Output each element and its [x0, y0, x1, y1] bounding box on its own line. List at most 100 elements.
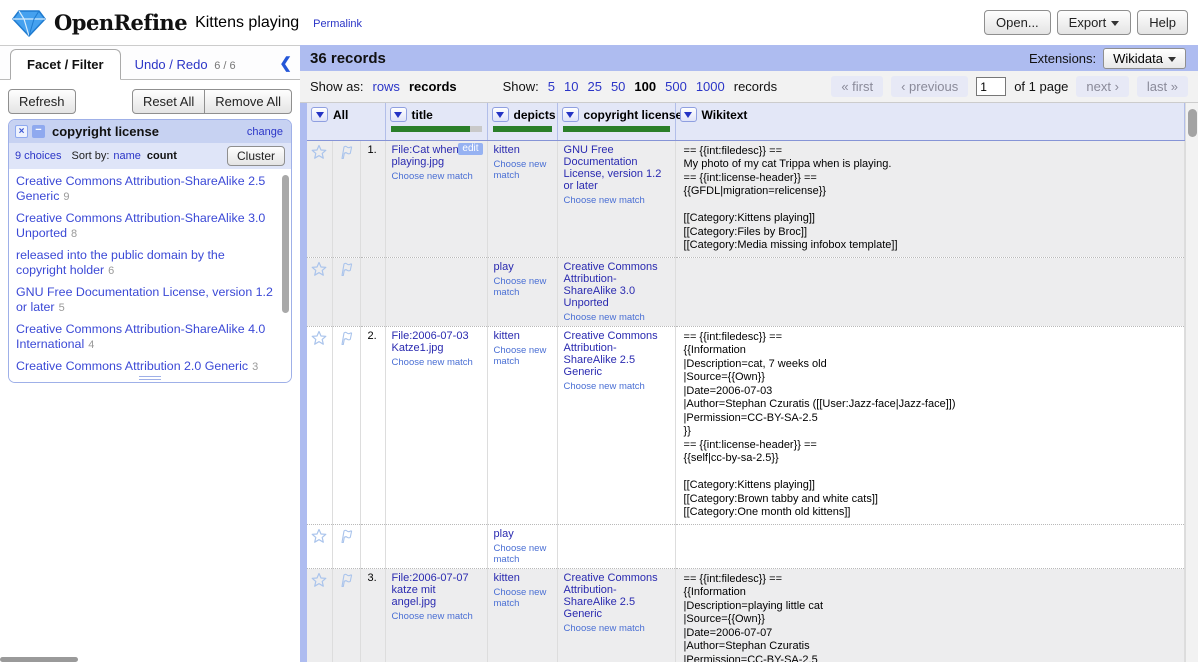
flag-cell[interactable]: [332, 567, 361, 662]
choices-count-link[interactable]: 9 choices: [15, 150, 62, 162]
cell-value-link[interactable]: kitten: [493, 571, 520, 584]
page-size-10[interactable]: 10: [564, 79, 579, 94]
first-page-button[interactable]: « first: [831, 76, 884, 97]
license-cell[interactable]: Creative Commons Attribution-ShareAlike …: [557, 256, 676, 326]
next-page-button[interactable]: next ›: [1076, 76, 1129, 97]
star-icon[interactable]: [311, 330, 327, 346]
facet-choice[interactable]: Creative Commons Attribution-ShareAlike …: [9, 319, 291, 356]
license-cell[interactable]: Creative Commons Attribution-ShareAlike …: [557, 325, 676, 524]
wikidata-extension-button[interactable]: Wikidata: [1103, 47, 1186, 69]
project-title[interactable]: Kittens playing: [195, 13, 300, 31]
star-icon[interactable]: [311, 261, 327, 277]
cell-value-link[interactable]: Creative Commons Attribution-ShareAlike …: [563, 571, 658, 620]
choose-new-match-link[interactable]: Choose new match: [391, 356, 473, 368]
facet-choice-label[interactable]: Creative Commons Attribution-ShareAlike …: [16, 174, 266, 203]
cell-value-link[interactable]: GNU Free Documentation License, version …: [563, 143, 662, 192]
page-size-5[interactable]: 5: [547, 79, 556, 94]
refresh-button[interactable]: Refresh: [8, 89, 76, 114]
wikitext-cell[interactable]: == {{int:filedesc}} == {{Information |De…: [675, 567, 1185, 662]
star-cell[interactable]: [307, 523, 333, 568]
last-page-button[interactable]: last »: [1136, 76, 1188, 97]
close-facet-icon[interactable]: ×: [15, 125, 28, 138]
sidebar-horizontal-scrollbar[interactable]: [0, 657, 78, 662]
reset-all-button[interactable]: Reset All: [131, 89, 206, 114]
title-cell[interactable]: File:Cat when playing.jpg edit Choose ne…: [385, 140, 488, 257]
depicts-column-menu-button[interactable]: [491, 107, 509, 122]
wikitext-cell[interactable]: [675, 523, 1185, 568]
star-icon[interactable]: [311, 144, 327, 160]
show-as-records-selected[interactable]: records: [408, 79, 457, 94]
permalink-link[interactable]: Permalink: [313, 18, 363, 30]
cell-value-link[interactable]: kitten: [493, 329, 520, 342]
wikitext-cell[interactable]: == {{int:filedesc}} == My photo of my ca…: [675, 140, 1185, 257]
remove-all-button[interactable]: Remove All: [204, 89, 292, 114]
title-cell[interactable]: File:2006-07-07 katze mit angel.jpg Choo…: [385, 567, 488, 662]
star-cell[interactable]: [307, 567, 333, 662]
facet-choice[interactable]: Creative Commons Attribution 2.0 Generic…: [9, 356, 291, 373]
flag-cell[interactable]: [332, 140, 361, 257]
depicts-cell[interactable]: play Choose new match: [487, 523, 558, 568]
facet-choice[interactable]: GNU Free Documentation License, version …: [9, 282, 291, 319]
cell-value-link[interactable]: File:2006-07-03 Katze1.jpg: [391, 329, 469, 354]
title-cell[interactable]: [385, 256, 488, 326]
flag-icon[interactable]: [338, 261, 354, 277]
facet-choice-label[interactable]: Creative Commons Attribution-ShareAlike …: [16, 211, 266, 240]
vertical-scrollbar[interactable]: [1185, 103, 1198, 662]
cell-value-link[interactable]: Creative Commons Attribution-ShareAlike …: [563, 260, 658, 309]
edit-cell-button[interactable]: edit: [458, 142, 483, 155]
choose-new-match-link[interactable]: Choose new match: [493, 275, 547, 298]
facet-resize-handle[interactable]: [9, 373, 291, 382]
tab-facet-filter[interactable]: Facet / Filter: [10, 49, 121, 80]
facet-choice-label[interactable]: Creative Commons Attribution-ShareAlike …: [16, 322, 266, 351]
export-button[interactable]: Export: [1056, 10, 1132, 35]
show-as-rows-link[interactable]: rows: [372, 79, 400, 94]
cell-value-link[interactable]: play: [493, 260, 514, 273]
page-size-500[interactable]: 500: [665, 79, 687, 94]
minimize-facet-icon[interactable]: −: [32, 125, 45, 138]
page-size-100-selected[interactable]: 100: [634, 79, 657, 94]
license-cell[interactable]: GNU Free Documentation License, version …: [557, 140, 676, 257]
facet-choice[interactable]: released into the public domain by the c…: [9, 245, 291, 282]
star-cell[interactable]: [307, 256, 333, 326]
choose-new-match-link[interactable]: Choose new match: [493, 344, 547, 367]
wikitext-cell[interactable]: [675, 256, 1185, 326]
collapse-panel-icon[interactable]: ❮: [279, 55, 292, 72]
choose-new-match-link[interactable]: Choose new match: [563, 311, 645, 323]
previous-page-button[interactable]: ‹ previous: [891, 76, 969, 97]
choose-new-match-link[interactable]: Choose new match: [563, 622, 645, 634]
page-size-1000[interactable]: 1000: [695, 79, 725, 94]
depicts-cell[interactable]: kitten Choose new match: [487, 140, 558, 257]
facet-choice-label[interactable]: GNU Free Documentation License, version …: [16, 285, 273, 314]
flag-cell[interactable]: [332, 523, 361, 568]
open-button[interactable]: Open...: [984, 10, 1051, 35]
cell-value-link[interactable]: play: [493, 527, 514, 540]
flag-icon[interactable]: [338, 572, 354, 588]
choose-new-match-link[interactable]: Choose new match: [391, 170, 473, 182]
flag-cell[interactable]: [332, 256, 361, 326]
choose-new-match-link[interactable]: Choose new match: [563, 194, 645, 206]
license-cell[interactable]: [557, 523, 676, 568]
facet-scrollbar[interactable]: [282, 175, 289, 313]
all-column-menu-button[interactable]: [311, 107, 328, 122]
flag-icon[interactable]: [338, 330, 354, 346]
help-button[interactable]: Help: [1137, 10, 1188, 35]
cell-value-link[interactable]: File:2006-07-07 katze mit angel.jpg: [391, 571, 469, 608]
star-cell[interactable]: [307, 140, 333, 257]
flag-icon[interactable]: [338, 528, 354, 544]
vertical-scrollbar-thumb[interactable]: [1188, 109, 1197, 137]
depicts-cell[interactable]: kitten Choose new match: [487, 567, 558, 662]
wikitext-cell[interactable]: == {{int:filedesc}} == {{Information |De…: [675, 325, 1185, 524]
sort-by-count-selected[interactable]: count: [146, 150, 177, 162]
facet-choice-label[interactable]: Creative Commons Attribution 2.0 Generic: [16, 359, 249, 373]
facet-choice-label[interactable]: released into the public domain by the c…: [16, 248, 225, 277]
title-cell[interactable]: File:2006-07-03 Katze1.jpg Choose new ma…: [385, 325, 488, 524]
license-column-menu-button[interactable]: [561, 107, 579, 122]
cell-value-link[interactable]: File:Cat when playing.jpg: [391, 143, 459, 168]
page-size-50[interactable]: 50: [610, 79, 626, 94]
star-icon[interactable]: [311, 528, 327, 544]
page-size-25[interactable]: 25: [587, 79, 602, 94]
depicts-cell[interactable]: play Choose new match: [487, 256, 558, 326]
choose-new-match-link[interactable]: Choose new match: [391, 610, 473, 622]
facet-choice[interactable]: Creative Commons Attribution-ShareAlike …: [9, 171, 291, 208]
facet-choice[interactable]: Creative Commons Attribution-ShareAlike …: [9, 208, 291, 245]
